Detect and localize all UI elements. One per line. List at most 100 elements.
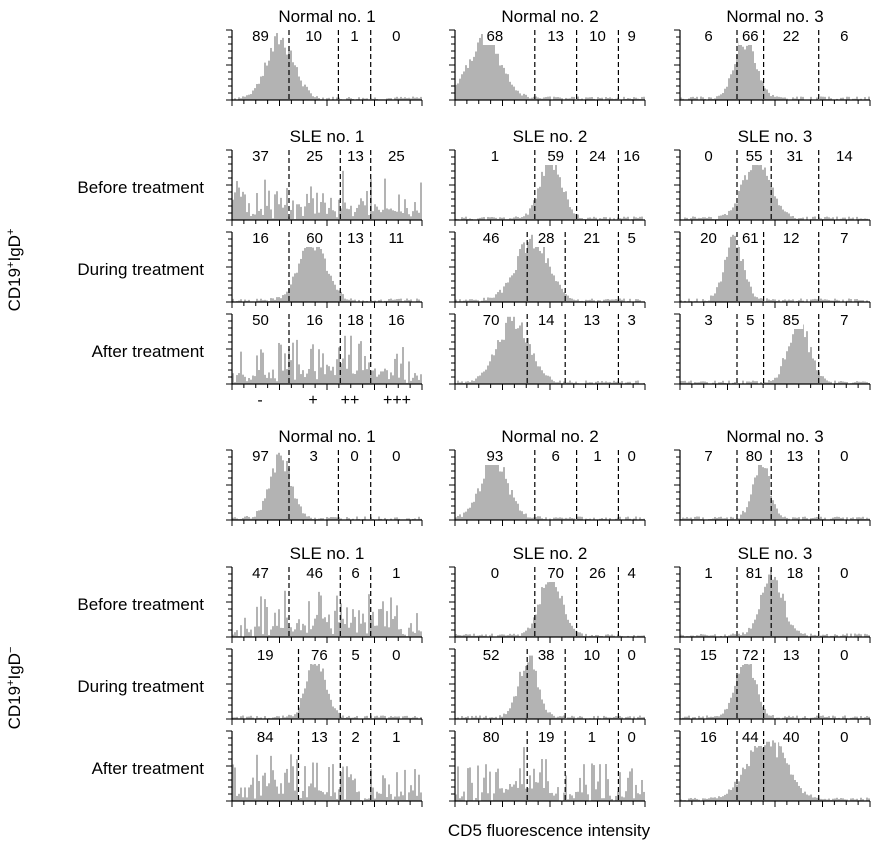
histogram-bar [563,292,565,302]
histogram-bar [388,379,390,384]
histogram-bar [525,213,527,220]
histogram-bar [868,798,870,801]
histogram-bar [565,614,567,637]
histogram-bar [521,784,523,801]
histogram-bar [328,517,330,520]
histogram-bar [684,217,686,220]
histogram-bar [260,717,262,719]
histogram-bar [710,295,712,302]
histogram-bar [792,97,794,100]
histogram-bar [266,607,268,637]
histogram-bar [708,300,710,302]
histogram-bar [619,716,621,719]
histogram-bar [491,217,493,220]
histogram-bar [581,633,583,637]
histogram-bar [770,380,772,384]
histogram-bar [601,218,603,220]
histogram-bar [563,792,565,801]
histogram-bar [511,490,513,520]
histogram-bar [698,217,700,220]
histogram-bar [475,51,477,100]
histogram-bar [471,380,473,384]
histogram-bar [722,214,724,220]
histogram-bar [304,513,306,520]
histogram-bar [603,715,605,719]
histogram-bar [541,370,543,384]
histogram-bar [822,96,824,100]
percentage-label: 0 [840,565,848,582]
histogram-bar [702,798,704,801]
histogram-bar [798,517,800,520]
histogram-bar [505,73,507,100]
histogram-bar [730,74,732,100]
histogram-bar [338,347,340,384]
histogram-bar [780,205,782,220]
histogram-bar [702,517,704,520]
histogram-bar [792,334,794,384]
histogram-bar [410,98,412,100]
histogram-bar [768,380,770,384]
percentage-label: 46 [306,565,323,582]
histogram-bar [380,371,382,384]
histogram-bar [489,361,491,384]
histogram-bar [497,635,499,637]
histogram-bar [390,597,392,637]
histogram-bar [350,622,352,637]
histogram-bar [768,476,770,520]
histogram-bar [406,298,408,302]
histogram-bar [774,742,776,801]
histogram-bar [390,98,392,100]
histogram-bar [639,300,641,302]
histogram-bar [467,300,469,302]
label-backdrop [534,311,559,329]
histogram-bar [248,516,250,520]
histogram-bar [272,626,274,637]
histogram-bar [720,797,722,801]
subject-title: Normal no. 2 [501,427,598,446]
histogram-bar [589,382,591,384]
histogram-bar [527,627,529,637]
histogram-bar [860,716,862,719]
histogram-bar [467,768,469,801]
histogram-bar [246,797,248,801]
histogram-bar [278,204,280,220]
histogram-bar [378,374,380,384]
histogram-bar [376,625,378,637]
histogram-bar [519,249,521,302]
histogram-bar [720,516,722,520]
histogram-bar [332,210,334,220]
histogram-bar [242,374,244,384]
histogram-bar [856,216,858,220]
histogram-bar [298,204,300,220]
histogram-bar [280,39,282,100]
histogram-bar [760,594,762,637]
histogram-bar [724,214,726,220]
histogram-bar [567,98,569,100]
histogram-bar [854,382,856,384]
histogram-bar [752,51,754,100]
histogram-bar [268,190,270,220]
histogram-bar [820,635,822,637]
histogram-bar [250,784,252,801]
histogram-bar [394,796,396,801]
histogram-bar [467,67,469,100]
histogram-bar [473,501,475,520]
histogram-bar [256,511,258,520]
histogram-bar [682,635,684,637]
histogram-bar [340,518,342,520]
histogram-bar [832,300,834,302]
label-backdrop [696,311,721,329]
histogram-bar [272,717,274,719]
histogram-bar [756,747,758,801]
label-backdrop [342,27,367,45]
histogram-bar [744,512,746,520]
histogram-bar [812,717,814,719]
histogram-bar [858,300,860,302]
histogram-bar [750,37,752,100]
histogram-bar [382,209,384,220]
histogram-bar [716,716,718,719]
histogram-bar [250,216,252,220]
histogram-bar [760,701,762,719]
histogram-bar [593,216,595,220]
histogram-bar [350,717,352,719]
